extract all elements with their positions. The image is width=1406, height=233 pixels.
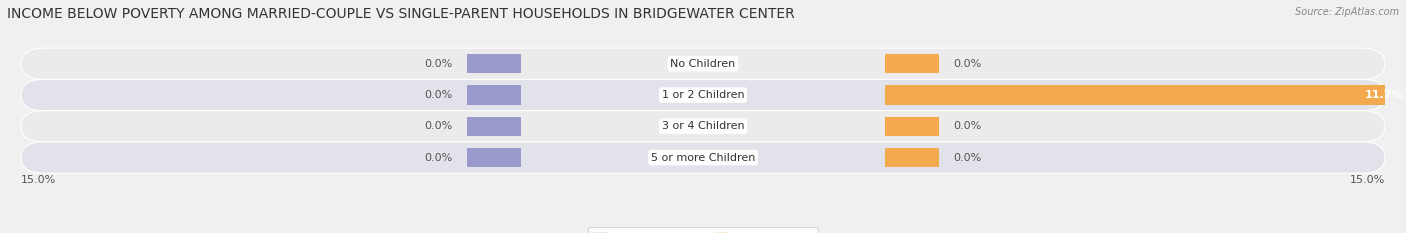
Text: 0.0%: 0.0% [953, 121, 981, 131]
Text: 5 or more Children: 5 or more Children [651, 153, 755, 163]
Bar [884, 85, 1406, 105]
Text: 15.0%: 15.0% [21, 175, 56, 185]
Text: 0.0%: 0.0% [425, 121, 453, 131]
Bar [467, 116, 522, 136]
FancyBboxPatch shape [21, 48, 1385, 79]
Text: No Children: No Children [671, 59, 735, 69]
Bar [884, 54, 939, 73]
Bar [467, 54, 522, 73]
Text: 1 or 2 Children: 1 or 2 Children [662, 90, 744, 100]
Text: 0.0%: 0.0% [425, 90, 453, 100]
Text: 0.0%: 0.0% [425, 59, 453, 69]
Text: 15.0%: 15.0% [1350, 175, 1385, 185]
Text: INCOME BELOW POVERTY AMONG MARRIED-COUPLE VS SINGLE-PARENT HOUSEHOLDS IN BRIDGEW: INCOME BELOW POVERTY AMONG MARRIED-COUPL… [7, 7, 794, 21]
Bar [884, 148, 939, 167]
FancyBboxPatch shape [21, 111, 1385, 142]
Text: 0.0%: 0.0% [953, 153, 981, 163]
Legend: Married Couples, Single Parents: Married Couples, Single Parents [588, 227, 818, 233]
Bar [467, 148, 522, 167]
Text: 0.0%: 0.0% [425, 153, 453, 163]
FancyBboxPatch shape [21, 142, 1385, 173]
Bar [884, 116, 939, 136]
Text: Source: ZipAtlas.com: Source: ZipAtlas.com [1295, 7, 1399, 17]
Text: 0.0%: 0.0% [953, 59, 981, 69]
Text: 3 or 4 Children: 3 or 4 Children [662, 121, 744, 131]
Text: 11.7%: 11.7% [1364, 90, 1403, 100]
Bar [467, 85, 522, 105]
FancyBboxPatch shape [21, 79, 1385, 111]
